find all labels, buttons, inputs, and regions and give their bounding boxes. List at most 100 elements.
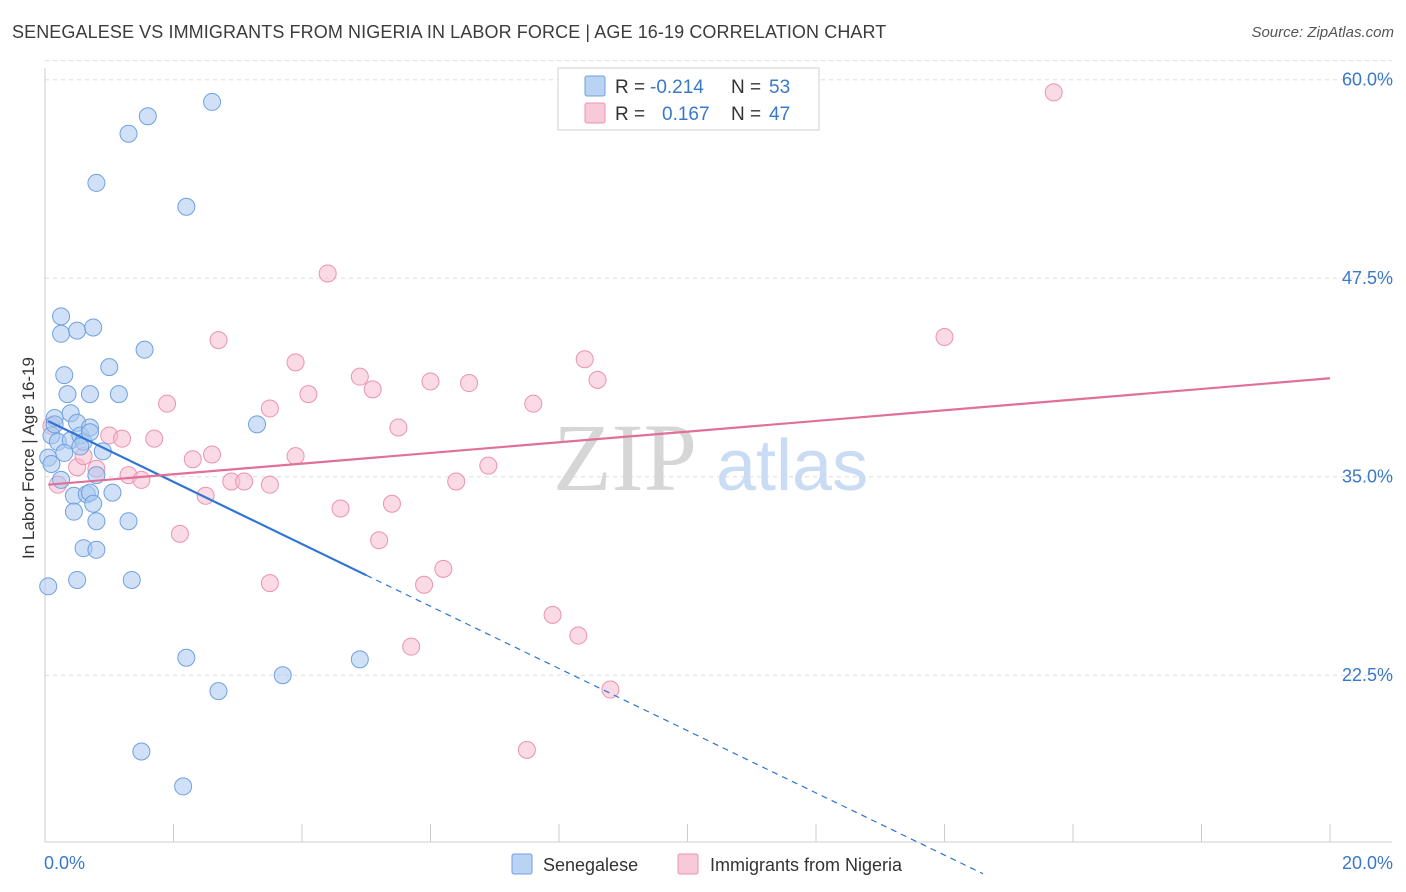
nigeria-point bbox=[183, 450, 202, 469]
legend-n-label: N = bbox=[731, 77, 761, 98]
nigeria-point bbox=[209, 331, 228, 350]
nigeria-point bbox=[145, 429, 164, 448]
nigeria-point bbox=[460, 374, 479, 393]
senegalese-point bbox=[109, 385, 128, 404]
legend-r-label: R = bbox=[615, 77, 645, 98]
chart-title: SENEGALESE VS IMMIGRANTS FROM NIGERIA IN… bbox=[12, 22, 887, 42]
nigeria-point bbox=[588, 370, 607, 389]
legend-label-nigeria: Immigrants from Nigeria bbox=[710, 855, 903, 875]
nigeria-point bbox=[260, 475, 279, 494]
grid-lines bbox=[45, 60, 1392, 676]
senegalese-point bbox=[84, 494, 103, 513]
senegalese-point bbox=[42, 455, 61, 474]
y-tick-label: 35.0% bbox=[1342, 467, 1393, 487]
y-axis-label: In Labor Force | Age 16-19 bbox=[19, 357, 38, 559]
senegalese-point bbox=[248, 415, 267, 434]
senegalese-point bbox=[100, 358, 119, 377]
nigeria-point bbox=[389, 418, 408, 437]
legend-swatch-senegalese bbox=[584, 75, 606, 97]
nigeria-point bbox=[370, 531, 389, 550]
nigeria-point bbox=[524, 394, 543, 413]
legend-swatch-nigeria bbox=[584, 102, 606, 124]
senegalese-point bbox=[119, 512, 138, 531]
nigeria-point bbox=[318, 264, 337, 283]
senegalese-point bbox=[71, 437, 90, 456]
legend-swatch-senegalese bbox=[511, 853, 533, 875]
y-tick-labels: 22.5% 35.0% 47.5% 60.0% bbox=[1342, 70, 1393, 686]
series-nigeria-points bbox=[42, 83, 1063, 759]
senegalese-point bbox=[203, 92, 222, 111]
senegalese-point bbox=[87, 540, 106, 559]
senegalese-trend-extension bbox=[365, 574, 984, 875]
legend-r-label: R = bbox=[615, 104, 645, 125]
senegalese-point bbox=[119, 124, 138, 143]
watermark-atlas: atlas bbox=[716, 426, 868, 506]
senegalese-point bbox=[68, 570, 87, 589]
nigeria-point bbox=[286, 353, 305, 372]
nigeria-point bbox=[260, 399, 279, 418]
senegalese-point bbox=[177, 648, 196, 667]
nigeria-point bbox=[286, 447, 305, 466]
senegalese-point bbox=[80, 385, 99, 404]
nigeria-point bbox=[203, 445, 222, 464]
senegalese-point bbox=[52, 470, 71, 489]
senegalese-point bbox=[135, 340, 154, 359]
y-tick-label: 47.5% bbox=[1342, 268, 1393, 288]
watermark-zip: ZIP bbox=[553, 404, 697, 511]
nigeria-point bbox=[447, 472, 466, 491]
senegalese-point bbox=[209, 682, 228, 701]
senegalese-trend-line bbox=[47, 420, 367, 577]
nigeria-point bbox=[113, 429, 132, 448]
nigeria-point bbox=[299, 385, 318, 404]
nigeria-point bbox=[170, 524, 189, 543]
senegalese-point bbox=[68, 321, 87, 340]
y-tick-label: 22.5% bbox=[1342, 665, 1393, 685]
senegalese-point bbox=[103, 483, 122, 502]
nigeria-point bbox=[196, 486, 215, 505]
nigeria-point bbox=[158, 394, 177, 413]
senegalese-point bbox=[273, 666, 292, 685]
nigeria-point bbox=[434, 559, 453, 578]
senegalese-point bbox=[87, 512, 106, 531]
senegalese-point bbox=[52, 307, 71, 326]
legend-swatch-nigeria bbox=[677, 853, 699, 875]
senegalese-point bbox=[138, 107, 157, 126]
nigeria-point bbox=[260, 574, 279, 593]
nigeria-point bbox=[421, 372, 440, 391]
senegalese-point bbox=[174, 777, 193, 796]
nigeria-point bbox=[479, 456, 498, 475]
senegalese-point bbox=[52, 324, 71, 343]
nigeria-point bbox=[415, 575, 434, 594]
nigeria-point bbox=[543, 605, 562, 624]
legend-n-value-senegalese: 53 bbox=[769, 77, 790, 98]
senegalese-point bbox=[58, 385, 77, 404]
y-tick-label: 60.0% bbox=[1342, 70, 1393, 90]
senegalese-point bbox=[132, 742, 151, 761]
series-senegalese-points bbox=[39, 92, 369, 796]
senegalese-point bbox=[177, 197, 196, 216]
legend-n-label: N = bbox=[731, 104, 761, 125]
nigeria-point bbox=[575, 350, 594, 369]
x-tick-labels: 0.0% 20.0% bbox=[44, 853, 1393, 873]
nigeria-point bbox=[363, 380, 382, 399]
senegalese-point bbox=[64, 502, 83, 521]
senegalese-point bbox=[350, 650, 369, 669]
nigeria-point bbox=[382, 494, 401, 513]
nigeria-point bbox=[331, 499, 350, 518]
series-legend: Senegalese Immigrants from Nigeria bbox=[511, 853, 903, 875]
nigeria-point bbox=[235, 472, 254, 491]
senegalese-point bbox=[55, 443, 74, 462]
nigeria-point bbox=[601, 680, 620, 699]
legend-n-value-nigeria: 47 bbox=[769, 104, 790, 125]
nigeria-point bbox=[350, 367, 369, 386]
nigeria-point bbox=[402, 637, 421, 656]
trend-lines bbox=[47, 377, 1331, 875]
senegalese-point bbox=[39, 577, 58, 596]
source-label: Source: ZipAtlas.com bbox=[1251, 24, 1394, 41]
legend-r-value-senegalese: -0.214 bbox=[650, 77, 704, 98]
nigeria-point bbox=[517, 740, 536, 759]
stats-legend: R = -0.214 N = 53 R = 0.167 N = 47 bbox=[557, 67, 820, 131]
x-tick-label: 0.0% bbox=[44, 853, 85, 873]
senegalese-point bbox=[55, 366, 74, 385]
